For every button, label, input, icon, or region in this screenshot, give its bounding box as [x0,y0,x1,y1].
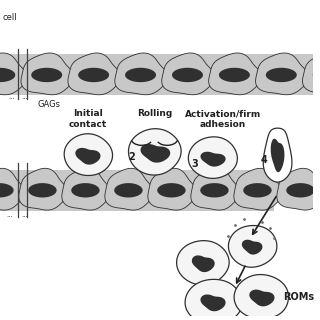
Polygon shape [125,68,156,82]
Polygon shape [19,168,67,210]
Polygon shape [62,168,110,210]
Text: 2: 2 [128,152,135,162]
Polygon shape [78,68,109,82]
Polygon shape [21,53,74,95]
Polygon shape [286,183,315,197]
Polygon shape [200,152,226,167]
Polygon shape [177,241,229,285]
Polygon shape [0,170,274,211]
Polygon shape [172,68,203,82]
Polygon shape [28,183,57,197]
Polygon shape [114,183,143,197]
Polygon shape [271,139,284,172]
Polygon shape [302,53,320,95]
Polygon shape [219,68,250,82]
Polygon shape [192,255,215,272]
Polygon shape [263,128,292,182]
Polygon shape [0,168,24,210]
Polygon shape [0,53,27,95]
Polygon shape [68,53,121,95]
Text: 3: 3 [192,159,198,169]
Text: Activation/firm
adhesion: Activation/firm adhesion [185,109,261,129]
Polygon shape [0,54,318,95]
Polygon shape [157,183,186,197]
Polygon shape [162,53,214,95]
Polygon shape [64,134,113,175]
Polygon shape [31,68,62,82]
Polygon shape [209,53,261,95]
Text: ···: ··· [21,96,28,102]
Polygon shape [188,137,237,178]
Polygon shape [148,168,196,210]
Polygon shape [249,290,275,306]
Polygon shape [313,68,320,82]
Polygon shape [243,183,272,197]
Text: GAGs: GAGs [37,100,60,109]
Polygon shape [228,226,277,267]
Polygon shape [234,168,282,210]
Polygon shape [129,129,181,175]
Polygon shape [71,183,100,197]
Text: ···: ··· [6,214,12,220]
Text: ···: ··· [8,96,15,102]
Polygon shape [140,144,170,163]
Polygon shape [266,68,297,82]
Polygon shape [277,168,320,210]
Polygon shape [234,275,288,319]
Text: cell: cell [3,13,18,22]
Polygon shape [0,183,14,197]
Polygon shape [76,148,100,164]
Polygon shape [200,183,228,197]
Polygon shape [0,68,15,82]
Polygon shape [115,53,168,95]
Text: ROMs: ROMs [284,292,315,302]
Polygon shape [191,168,239,210]
Polygon shape [105,168,153,210]
Text: 4: 4 [261,155,268,165]
Polygon shape [242,240,262,255]
Polygon shape [185,279,242,320]
Polygon shape [200,294,226,311]
Text: Rolling: Rolling [137,109,172,118]
Polygon shape [256,53,308,95]
Text: Initial
contact: Initial contact [69,109,107,129]
Text: ···: ··· [21,214,28,220]
